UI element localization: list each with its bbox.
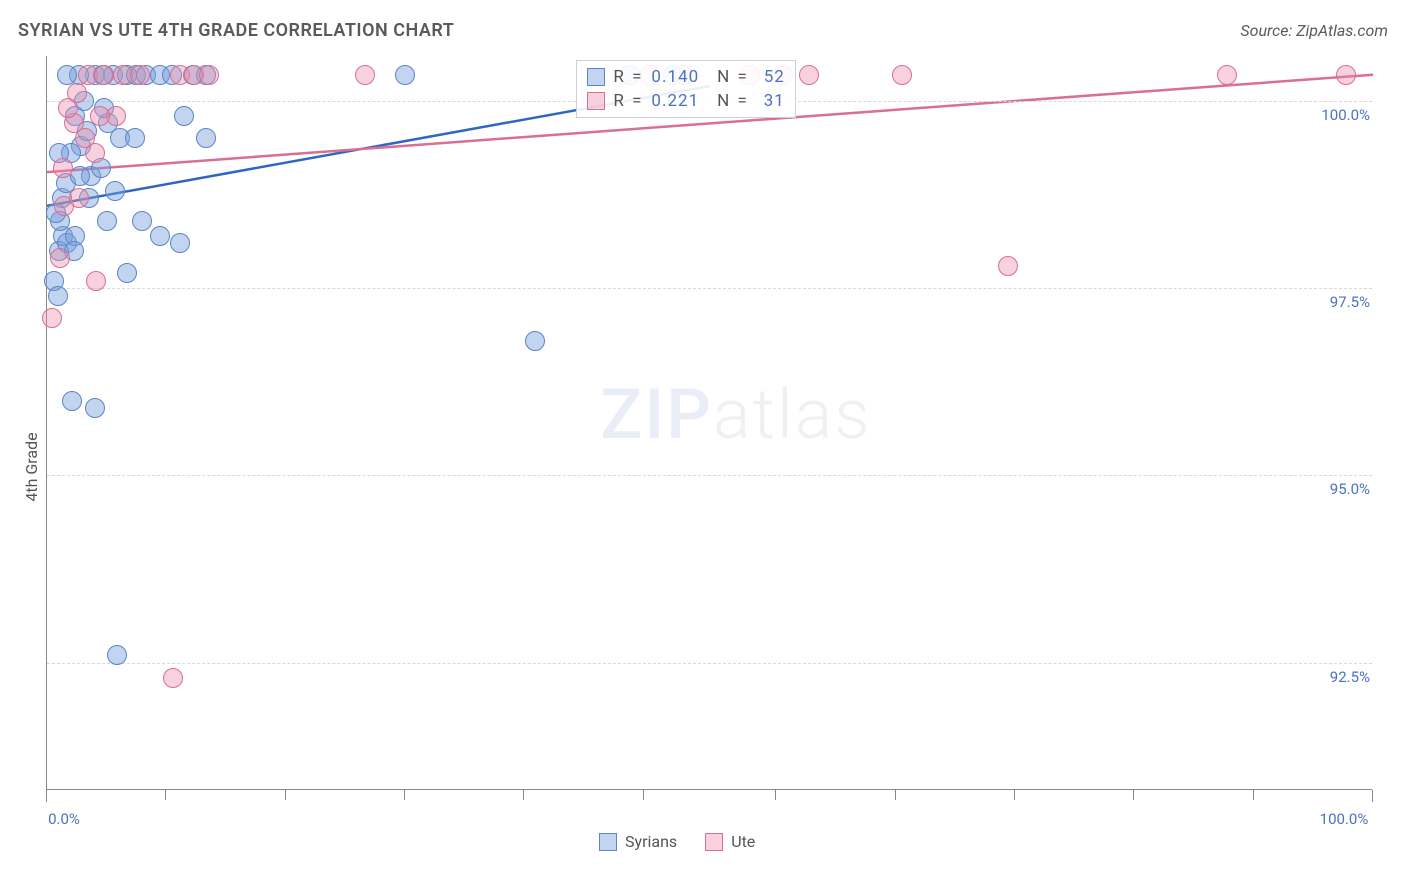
chart-title: SYRIAN VS UTE 4TH GRADE CORRELATION CHAR…: [18, 20, 454, 41]
data-point-syrians: [150, 226, 170, 246]
stats-n-label: N =: [717, 91, 749, 111]
x-tick: [285, 790, 286, 800]
data-point-ute: [892, 65, 912, 85]
data-point-ute: [42, 308, 62, 328]
data-point-syrians: [174, 106, 194, 126]
data-point-ute: [90, 106, 110, 126]
x-tick: [523, 790, 524, 800]
data-point-syrians: [105, 181, 125, 201]
legend: Syrians Ute: [599, 832, 755, 851]
data-point-ute: [1217, 65, 1237, 85]
stats-r-value-ute: 0.221: [651, 91, 699, 111]
data-point-syrians: [97, 211, 117, 231]
gridline-h: [47, 288, 1372, 289]
x-tick-label: 100.0%: [1320, 810, 1369, 828]
data-point-ute: [94, 65, 114, 85]
data-point-syrians: [48, 286, 68, 306]
gridline-h: [47, 663, 1372, 664]
x-tick: [165, 790, 166, 800]
stats-swatch-syrians: [587, 68, 605, 86]
stats-row-syrians: R = 0.140 N = 52: [587, 65, 784, 89]
stats-r-label: R =: [613, 91, 643, 111]
x-tick-label: 0.0%: [48, 810, 80, 828]
gridline-h: [47, 475, 1372, 476]
data-point-ute: [69, 188, 89, 208]
data-point-syrians: [170, 233, 190, 253]
y-tick-label: 100.0%: [1300, 106, 1370, 124]
x-tick: [1133, 790, 1134, 800]
x-tick-major: [46, 790, 47, 802]
data-point-syrians: [107, 645, 127, 665]
legend-label-ute: Ute: [731, 832, 755, 851]
data-point-ute: [130, 65, 150, 85]
data-point-ute: [75, 128, 95, 148]
data-point-ute: [998, 256, 1018, 276]
data-point-syrians: [525, 331, 545, 351]
x-tick: [775, 790, 776, 800]
legend-item-syrians: Syrians: [599, 832, 677, 851]
stats-r-value-syrians: 0.140: [651, 67, 699, 87]
data-point-syrians: [125, 128, 145, 148]
x-tick: [1014, 790, 1015, 800]
x-tick: [895, 790, 896, 800]
stats-swatch-ute: [587, 92, 605, 110]
data-point-ute: [67, 83, 87, 103]
data-point-ute: [1336, 65, 1356, 85]
stats-n-value-syrians: 52: [757, 67, 785, 87]
stats-n-label: N =: [717, 67, 749, 87]
stats-n-value-ute: 31: [757, 91, 785, 111]
y-axis-label: 4th Grade: [22, 432, 41, 501]
data-point-syrians: [70, 166, 90, 186]
data-point-syrians: [132, 211, 152, 231]
data-point-ute: [163, 668, 183, 688]
trend-lines-layer: [47, 56, 1373, 790]
data-point-ute: [53, 158, 73, 178]
y-tick-label: 97.5%: [1300, 293, 1370, 311]
x-tick: [643, 790, 644, 800]
legend-label-syrians: Syrians: [625, 832, 677, 851]
chart-source: Source: ZipAtlas.com: [1240, 21, 1388, 40]
stats-r-label: R =: [613, 67, 643, 87]
legend-swatch-ute: [705, 833, 723, 851]
data-point-ute: [86, 271, 106, 291]
plot-area: ZIPatlas: [46, 56, 1372, 790]
stats-box: R = 0.140 N = 52 R = 0.221 N = 31: [576, 60, 795, 118]
data-point-syrians: [85, 398, 105, 418]
watermark-atlas: atlas: [713, 374, 872, 456]
data-point-syrians: [196, 128, 216, 148]
legend-item-ute: Ute: [705, 832, 755, 851]
watermark-zip: ZIP: [600, 374, 713, 456]
legend-swatch-syrians: [599, 833, 617, 851]
data-point-syrians: [395, 65, 415, 85]
data-point-ute: [799, 65, 819, 85]
data-point-ute: [50, 248, 70, 268]
stats-row-ute: R = 0.221 N = 31: [587, 89, 784, 113]
y-tick-label: 92.5%: [1300, 668, 1370, 686]
data-point-syrians: [62, 391, 82, 411]
watermark: ZIPatlas: [600, 374, 872, 456]
x-tick-major: [1372, 790, 1373, 802]
data-point-syrians: [117, 263, 137, 283]
y-tick-label: 95.0%: [1300, 480, 1370, 498]
data-point-syrians: [57, 65, 77, 85]
data-point-ute: [199, 65, 219, 85]
data-point-ute: [355, 65, 375, 85]
x-tick: [404, 790, 405, 800]
x-tick: [1253, 790, 1254, 800]
chart-header: SYRIAN VS UTE 4TH GRADE CORRELATION CHAR…: [18, 20, 1388, 41]
